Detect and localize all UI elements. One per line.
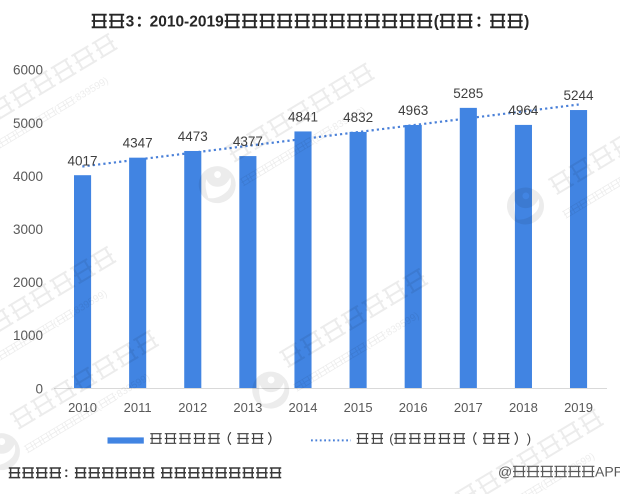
svg-text:2018: 2018 xyxy=(509,400,538,415)
svg-text:2000: 2000 xyxy=(13,275,43,290)
svg-text:4000: 4000 xyxy=(13,169,43,184)
svg-text:5000: 5000 xyxy=(13,116,43,131)
svg-text:2015: 2015 xyxy=(344,400,373,415)
svg-text:2014: 2014 xyxy=(289,400,318,415)
svg-text:3: 3 xyxy=(126,13,135,30)
svg-text:APP: APP xyxy=(595,463,620,479)
svg-text:(: ( xyxy=(539,480,548,491)
svg-text:2017: 2017 xyxy=(454,400,483,415)
svg-text:3000: 3000 xyxy=(13,222,43,237)
svg-text:4473: 4473 xyxy=(178,129,208,144)
svg-text:5285: 5285 xyxy=(453,86,483,101)
svg-text:): ) xyxy=(527,431,531,446)
svg-text:): ) xyxy=(524,13,529,30)
svg-text:@: @ xyxy=(498,463,512,479)
svg-text:2016: 2016 xyxy=(399,400,428,415)
svg-text:0: 0 xyxy=(35,381,43,396)
svg-text:4832: 4832 xyxy=(343,110,373,125)
svg-text:2011: 2011 xyxy=(124,400,152,415)
svg-text:4347: 4347 xyxy=(123,136,153,151)
svg-text:2010: 2010 xyxy=(68,400,97,415)
svg-text:4841: 4841 xyxy=(288,109,318,124)
svg-text:2010-2019: 2010-2019 xyxy=(150,13,225,30)
svg-text:(: ( xyxy=(363,340,372,351)
svg-text:(: ( xyxy=(434,13,440,30)
svg-text:(: ( xyxy=(310,134,319,145)
svg-text:(: ( xyxy=(51,318,60,329)
svg-text:4377: 4377 xyxy=(233,134,263,149)
svg-text:2019: 2019 xyxy=(564,400,593,415)
svg-text:4017: 4017 xyxy=(68,153,98,168)
svg-text:2012: 2012 xyxy=(178,400,207,415)
svg-text:6000: 6000 xyxy=(13,63,43,78)
svg-text:(: ( xyxy=(53,105,62,116)
svg-text:4963: 4963 xyxy=(398,103,428,118)
svg-text:(: ( xyxy=(389,431,394,446)
svg-text:(: ( xyxy=(94,401,103,412)
svg-text:2013: 2013 xyxy=(233,400,262,415)
svg-text:4964: 4964 xyxy=(508,103,539,118)
svg-text:1000: 1000 xyxy=(13,328,43,343)
svg-text:5244: 5244 xyxy=(564,88,595,103)
